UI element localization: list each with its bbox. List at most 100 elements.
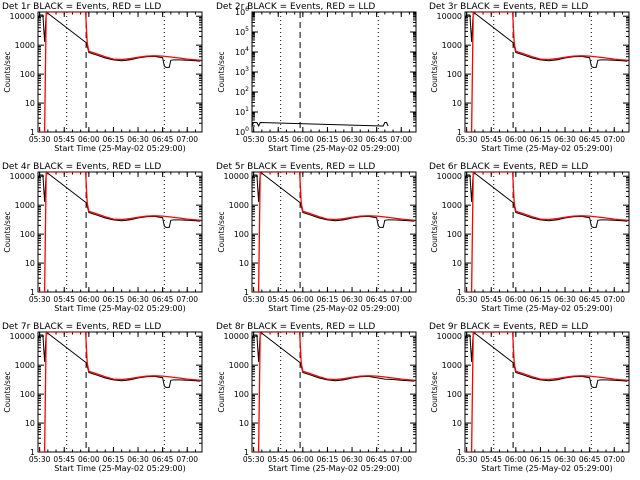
x-tick-label: 05:30 [243,295,265,304]
x-tick-label: 05:45 [53,295,75,304]
y-tick-label: 100 [20,70,35,79]
x-axis-label: Start Time (25-May-02 05:29:00) [54,464,185,473]
x-tick-label: 06:00 [78,295,100,304]
panel-det-7: Det 7r BLACK = Events, RED = LLD 1 10 100 10… [2,322,203,473]
y-tick-label: 10 [452,419,462,428]
x-tick-label: 06:00 [78,135,100,144]
x-tick-label: 06:45 [152,295,174,304]
x-tick-label: 05:30 [456,295,478,304]
series-lld [252,332,415,452]
series-events [252,332,415,382]
y-tick-label: 10000 [10,172,35,181]
x-tick-label: 05:45 [267,295,289,304]
x-tick-label: 06:15 [103,135,125,144]
y-tick-label: 10000 [10,332,35,341]
y-tick-label: 10000 [224,332,249,341]
x-tick-label: 06:30 [341,135,363,144]
x-axis-label: Start Time (25-May-02 05:29:00) [268,304,399,313]
y-tick-label: 10000 [437,12,462,21]
x-tick-label: 05:30 [243,135,265,144]
x-tick-label: 06:30 [127,135,149,144]
x-tick-label: 05:45 [53,455,75,464]
plot-frame [37,11,203,133]
x-tick-label: 07:00 [176,455,198,464]
y-tick-label: 1 [244,288,249,297]
x-tick-label: 06:00 [505,455,527,464]
series-events [465,12,628,68]
x-tick-label: 07:00 [390,455,412,464]
y-tick-label: 103 [235,66,249,77]
y-tick-label: 1000 [442,201,462,210]
y-tick-label: 100 [234,390,249,399]
x-tick-label: 07:00 [176,135,198,144]
y-tick-label: 104 [235,46,249,57]
y-tick-label: 10000 [224,172,249,181]
series-lld [38,332,201,452]
x-tick-label: 05:30 [456,455,478,464]
series-lld [38,172,201,292]
x-tick-label: 06:30 [554,455,576,464]
y-tick-label: 106 [235,6,249,17]
x-tick-label: 05:30 [456,135,478,144]
x-tick-label: 07:00 [390,135,412,144]
y-tick-label: 10 [239,259,249,268]
series-events [252,121,389,128]
series-events [465,172,628,228]
x-tick-label: 06:45 [579,455,601,464]
y-tick-label: 1 [30,288,35,297]
x-tick-label: 05:45 [267,135,289,144]
series-events [465,332,628,388]
y-tick-label: 10 [25,99,35,108]
panel-title: Det 5r BLACK = Events, RED = LLD [216,162,375,172]
plot-frame [464,11,630,133]
plot-frame [37,171,203,293]
x-tick-label: 06:45 [366,295,388,304]
x-tick-label: 06:45 [152,135,174,144]
x-tick-label: 05:45 [267,455,289,464]
y-axis-label: Counts/sec [217,371,226,412]
x-tick-label: 06:15 [317,135,339,144]
plot-frame [464,331,630,453]
y-tick-label: 10 [25,419,35,428]
y-tick-label: 10000 [10,12,35,21]
y-tick-label: 10000 [437,172,462,181]
series-events [252,172,415,228]
y-tick-label: 10000 [437,332,462,341]
x-tick-label: 05:30 [29,135,51,144]
y-tick-label: 100 [234,230,249,239]
x-tick-label: 05:45 [480,295,502,304]
panel-title: Det 3r BLACK = Events, RED = LLD [429,2,588,12]
x-tick-label: 06:00 [292,135,314,144]
x-tick-label: 06:45 [579,295,601,304]
x-tick-label: 06:15 [530,135,552,144]
panel-det-1: Det 1r BLACK = Events, RED = LLD 1 10 100 10… [2,2,203,153]
x-tick-label: 06:45 [579,135,601,144]
x-tick-label: 06:15 [103,455,125,464]
y-tick-label: 100 [447,390,462,399]
y-axis-label: Counts/sec [430,211,439,252]
x-tick-label: 06:15 [317,295,339,304]
x-tick-label: 06:15 [103,295,125,304]
y-tick-label: 100 [235,126,249,137]
panel-title: Det 9r BLACK = Events, RED = LLD [429,322,588,332]
y-axis-label: Counts/sec [217,211,226,252]
y-axis-label: Counts/sec [3,371,12,412]
x-tick-label: 06:30 [341,455,363,464]
y-tick-label: 100 [20,230,35,239]
y-tick-label: 102 [235,86,249,97]
y-tick-label: 1000 [15,201,35,210]
y-axis-label: Counts/sec [3,211,12,252]
x-tick-label: 06:30 [341,295,363,304]
x-tick-label: 06:30 [554,295,576,304]
y-tick-label: 1000 [442,361,462,370]
panel-title: Det 2r BLACK = Events, RED = LLD [216,2,375,12]
x-tick-label: 06:30 [554,135,576,144]
y-axis-label: Counts/sec [430,51,439,92]
x-tick-label: 07:00 [390,295,412,304]
plot-frame [251,331,417,453]
series-lld [38,12,201,132]
y-tick-label: 10 [452,259,462,268]
x-axis-label: Start Time (25-May-02 05:29:00) [268,144,399,153]
